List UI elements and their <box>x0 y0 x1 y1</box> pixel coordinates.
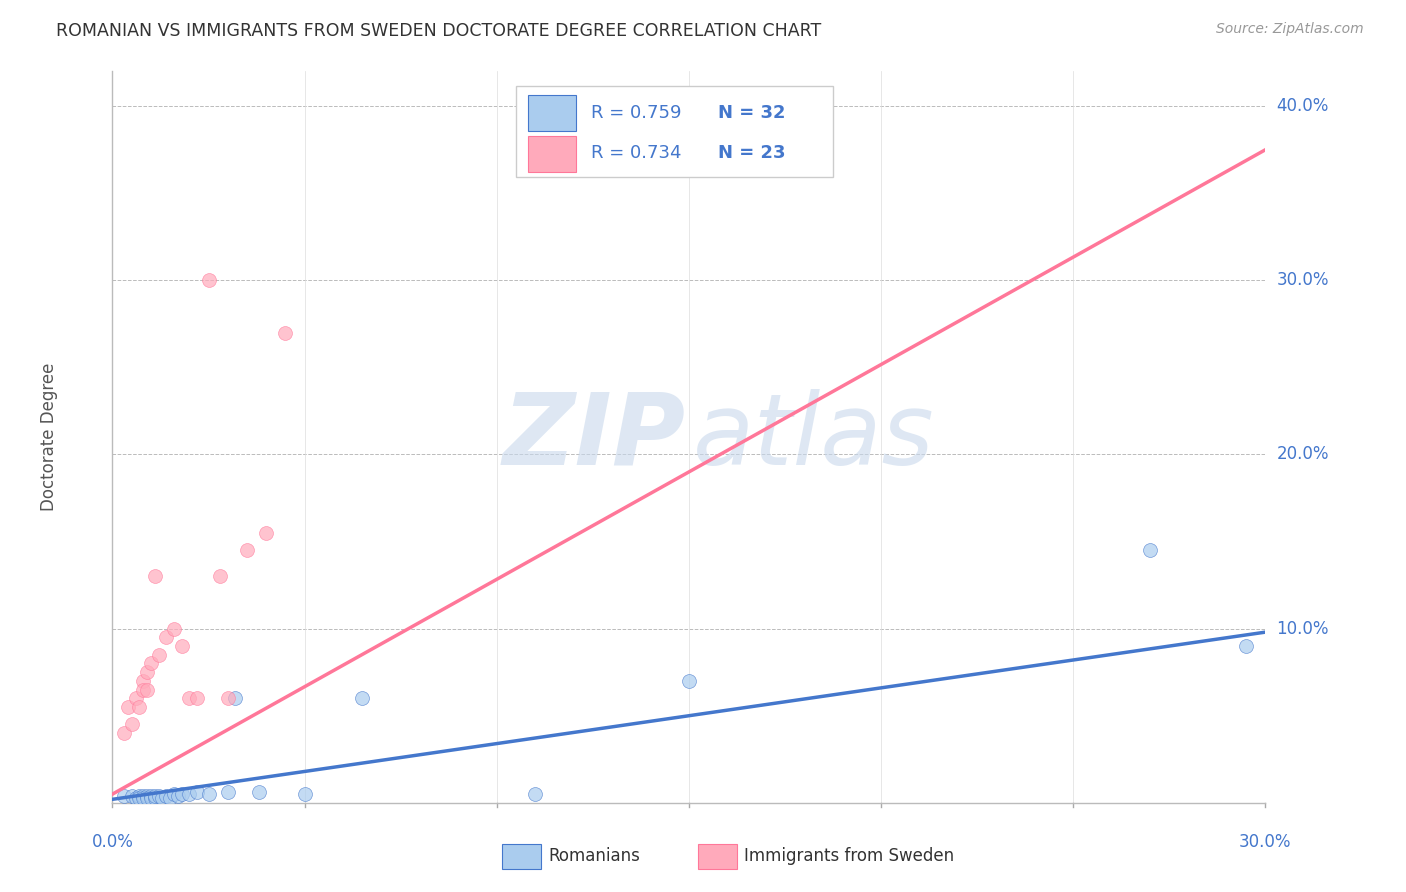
Point <box>159 790 181 805</box>
Point <box>132 789 155 803</box>
Text: 20.0%: 20.0% <box>1277 445 1329 464</box>
FancyBboxPatch shape <box>699 844 737 869</box>
Point <box>139 657 162 671</box>
Point <box>128 789 150 803</box>
Point <box>186 785 208 799</box>
Text: N = 23: N = 23 <box>717 145 786 162</box>
Point <box>197 787 219 801</box>
Point <box>121 717 143 731</box>
Text: 40.0%: 40.0% <box>1277 97 1329 115</box>
Point <box>1234 639 1257 653</box>
Point <box>197 273 219 287</box>
Point <box>143 569 166 583</box>
Point <box>148 648 170 662</box>
Point <box>112 726 135 740</box>
Point <box>132 682 155 697</box>
Point <box>155 631 177 645</box>
Point <box>112 789 135 803</box>
Point <box>132 790 155 805</box>
Point <box>136 789 159 803</box>
Point <box>117 700 139 714</box>
Point <box>352 691 374 706</box>
Text: Source: ZipAtlas.com: Source: ZipAtlas.com <box>1216 22 1364 37</box>
Text: atlas: atlas <box>692 389 934 485</box>
Point <box>163 787 186 801</box>
Point <box>128 700 150 714</box>
Text: Immigrants from Sweden: Immigrants from Sweden <box>744 847 955 865</box>
Point <box>1139 543 1161 558</box>
Text: ROMANIAN VS IMMIGRANTS FROM SWEDEN DOCTORATE DEGREE CORRELATION CHART: ROMANIAN VS IMMIGRANTS FROM SWEDEN DOCTO… <box>56 22 821 40</box>
Text: Romanians: Romanians <box>548 847 640 865</box>
Point <box>139 789 162 803</box>
Point <box>143 790 166 805</box>
Point <box>121 789 143 803</box>
Point <box>209 569 232 583</box>
Text: N = 32: N = 32 <box>717 104 786 122</box>
Point <box>152 790 174 805</box>
Point <box>155 789 177 803</box>
Point <box>247 785 270 799</box>
Point <box>274 326 297 340</box>
FancyBboxPatch shape <box>516 86 832 178</box>
Text: ZIP: ZIP <box>502 389 686 485</box>
Text: 30.0%: 30.0% <box>1239 833 1292 851</box>
Text: R = 0.759: R = 0.759 <box>591 104 682 122</box>
Point <box>143 789 166 803</box>
Point <box>678 673 700 688</box>
Point <box>170 639 193 653</box>
Point <box>166 789 188 803</box>
Text: 10.0%: 10.0% <box>1277 620 1329 638</box>
Point <box>136 665 159 680</box>
Point <box>179 787 201 801</box>
Text: R = 0.734: R = 0.734 <box>591 145 682 162</box>
Point <box>186 691 208 706</box>
Text: 30.0%: 30.0% <box>1277 271 1329 289</box>
FancyBboxPatch shape <box>502 844 541 869</box>
Point <box>128 790 150 805</box>
Text: Doctorate Degree: Doctorate Degree <box>39 363 58 511</box>
Point <box>139 790 162 805</box>
Point <box>179 691 201 706</box>
Point <box>136 790 159 805</box>
Text: 0.0%: 0.0% <box>91 833 134 851</box>
Point <box>524 787 547 801</box>
Point <box>254 525 277 540</box>
Point <box>136 682 159 697</box>
Point <box>217 691 239 706</box>
Point <box>132 673 155 688</box>
Point <box>124 691 146 706</box>
Point <box>294 787 316 801</box>
Point <box>224 691 246 706</box>
Point <box>217 785 239 799</box>
Point <box>236 543 259 558</box>
Point <box>124 790 146 805</box>
Point <box>148 789 170 803</box>
FancyBboxPatch shape <box>527 136 576 171</box>
Point <box>170 787 193 801</box>
Point <box>163 622 186 636</box>
FancyBboxPatch shape <box>527 95 576 131</box>
